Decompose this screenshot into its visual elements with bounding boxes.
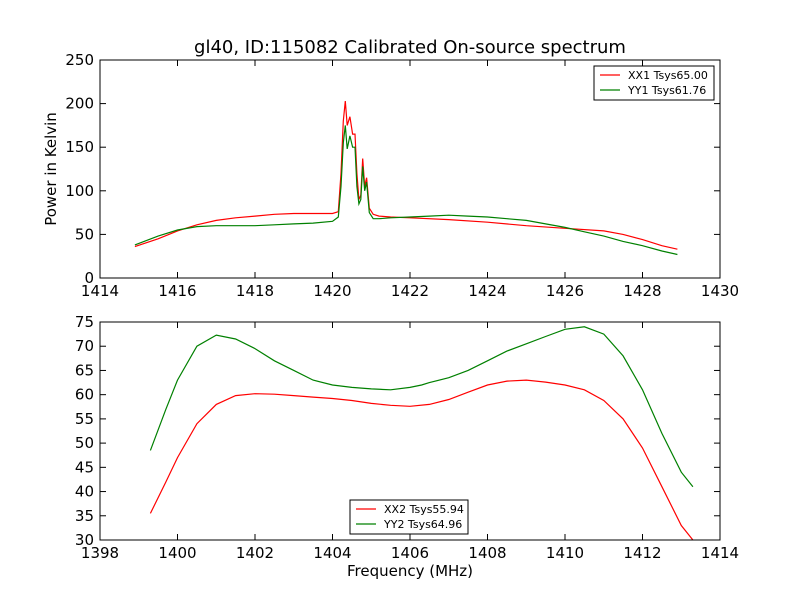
bottom-y-tick-label: 75 [75,313,94,331]
bottom-y-tick-label: 45 [75,458,94,476]
bottom-x-axis-label: Frequency (MHz) [347,562,473,580]
bottom-series-line-1 [149,326,694,488]
bottom-x-tick-label: 1408 [468,544,506,562]
bottom-x-tick-label: 1404 [313,544,351,562]
top-legend-label-1: YY1 Tsys61.76 [627,84,706,97]
bottom-x-tick-label: 1402 [236,544,274,562]
bottom-y-tick-label: 65 [75,361,94,379]
top-panel: 1414 1416 1418 1420 1422 1424 1426 1428 1430 0 50 1… [42,51,739,300]
bottom-legend: XX2 Tsys55.94 YY2 Tsys64.96 [349,499,469,535]
bottom-legend-box [349,499,469,535]
bottom-x-tick-label: 1398 [81,544,119,562]
bottom-y-tick-label: 50 [75,434,94,452]
top-series-line-1 [134,125,678,256]
top-x-tick-label: 1422 [391,282,429,300]
bottom-y-tick-label: 30 [75,531,94,549]
top-legend-box [593,65,715,101]
bottom-panel: 1398 1400 1402 1404 1406 1408 1410 1412 1414 30 35… [75,313,739,580]
bottom-x-tick-label: 1400 [158,544,196,562]
chart-title: gl40, ID:115082 Calibrated On-source spe… [194,37,626,58]
bottom-x-tick-label: 1410 [546,544,584,562]
top-y-axis-label: Power in Kelvin [42,112,60,226]
bottom-legend-label-0: XX2 Tsys55.94 [384,503,464,516]
bottom-series-line-0 [149,379,694,541]
bottom-legend-label-1: YY2 Tsys64.96 [383,518,462,531]
bottom-y-tick-label: 55 [75,410,94,428]
top-x-tick-label: 1418 [236,282,274,300]
top-y-tick-label: 50 [75,225,94,243]
top-x-tick-label: 1430 [701,282,739,300]
bottom-y-tick-label: 35 [75,507,94,525]
top-y-tick-label: 250 [65,51,94,69]
bottom-x-tick-label: 1412 [623,544,661,562]
top-x-tick-label: 1428 [623,282,661,300]
top-x-tick-label: 1420 [313,282,351,300]
bottom-x-tick-label: 1406 [391,544,429,562]
top-x-tick-label: 1416 [158,282,196,300]
top-legend-label-0: XX1 Tsys65.00 [628,69,708,82]
top-y-tick-label: 100 [65,182,94,200]
top-y-tick-label: 0 [84,269,94,287]
bottom-y-tick-label: 40 [75,483,94,501]
bottom-y-tick-label: 70 [75,337,94,355]
top-x-tick-label: 1424 [468,282,506,300]
top-y-tick-label: 200 [65,95,94,113]
top-legend: XX1 Tsys65.00 YY1 Tsys61.76 [593,65,715,101]
top-x-tick-label: 1426 [546,282,584,300]
bottom-x-tick-label: 1414 [701,544,739,562]
top-series-line-0 [134,100,678,250]
top-x-tick-label: 1414 [81,282,119,300]
bottom-y-tick-label: 60 [75,386,94,404]
top-y-tick-label: 150 [65,138,94,156]
